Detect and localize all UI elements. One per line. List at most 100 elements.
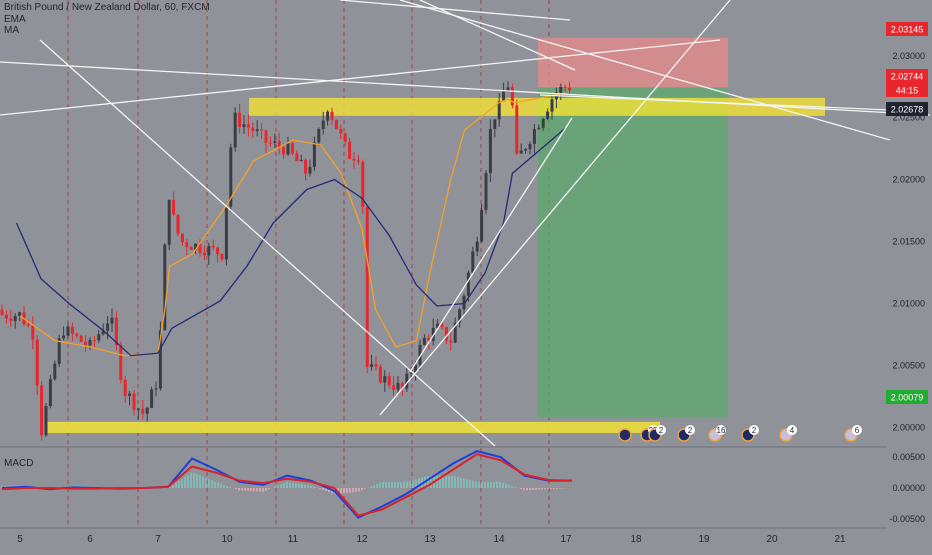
candle-bear[interactable] [444,327,448,341]
candle-bear[interactable] [79,335,83,342]
candle-bull[interactable] [519,150,523,154]
trend-line[interactable] [0,39,721,116]
candle-bear[interactable] [4,314,8,319]
candle-bear[interactable] [35,339,39,386]
trend-line[interactable] [539,94,891,111]
candle-bull[interactable] [62,335,66,339]
candle-bear[interactable] [141,408,145,414]
candle-bear[interactable] [348,141,352,159]
candle-bull[interactable] [273,141,277,143]
candle-bear[interactable] [264,130,268,143]
candle-bear[interactable] [427,337,431,341]
trend-line[interactable] [39,39,496,447]
candle-bull[interactable] [255,129,259,131]
candle-bear[interactable] [339,129,343,134]
candle-bull[interactable] [53,363,57,380]
candle-bear[interactable] [392,385,396,390]
trend-line[interactable] [399,0,891,141]
candle-bear[interactable] [75,333,79,336]
candle-bull[interactable] [405,373,409,389]
candle-bear[interactable] [277,141,281,148]
candle-bull[interactable] [224,206,228,260]
candle-bull[interactable] [110,317,114,324]
candle-bear[interactable] [440,323,444,328]
candle-bull[interactable] [233,112,237,148]
candle-bull[interactable] [550,99,554,112]
candle-bull[interactable] [488,128,492,174]
candle-bull[interactable] [497,101,501,120]
candle-bear[interactable] [282,147,286,155]
candle-bear[interactable] [246,124,250,128]
candle-bear[interactable] [198,243,202,253]
candle-bull[interactable] [154,388,158,390]
candle-bear[interactable] [356,160,360,162]
candle-bull[interactable] [312,142,316,167]
candle-bull[interactable] [167,199,171,245]
candle-bear[interactable] [216,247,220,255]
candle-bull[interactable] [136,408,140,410]
candle-bull[interactable] [106,323,110,331]
candle-bull[interactable] [484,173,488,210]
stop-loss-zone[interactable] [538,37,728,88]
candle-bull[interactable] [414,364,418,373]
trend-line[interactable] [419,0,576,71]
price-badge[interactable] [886,102,928,116]
candle-bull[interactable] [101,330,105,335]
candle-bull[interactable] [480,209,484,242]
candle-bear[interactable] [365,206,369,367]
candle-bull[interactable] [524,149,528,151]
candle-bull[interactable] [559,87,563,93]
candle-bear[interactable] [449,340,453,343]
candle-bull[interactable] [383,375,387,383]
candle-bear[interactable] [352,158,356,161]
candle-bull[interactable] [546,111,550,120]
candle-bull[interactable] [299,159,303,162]
candle-bull[interactable] [48,379,52,406]
price-badge[interactable] [886,22,928,36]
price-badge[interactable] [886,390,928,404]
candle-bull[interactable] [422,337,426,345]
candle-bull[interactable] [18,312,22,317]
candle-bull[interactable] [528,144,532,150]
candle-bear[interactable] [0,309,4,315]
candle-bull[interactable] [462,295,466,310]
candle-bear[interactable] [510,87,514,106]
candle-bull[interactable] [541,119,545,128]
candle-bear[interactable] [132,393,136,410]
candle-bear[interactable] [290,143,294,154]
candle-bull[interactable] [128,393,132,396]
candle-bull[interactable] [308,166,312,174]
candle-bear[interactable] [123,379,127,396]
candle-bull[interactable] [229,147,233,207]
candle-bull[interactable] [458,309,462,323]
candle-bear[interactable] [251,127,255,131]
candle-bull[interactable] [537,127,541,130]
candle-bear[interactable] [268,142,272,144]
candle-bear[interactable] [330,111,334,120]
candle-bull[interactable] [396,383,400,390]
support-zone[interactable] [47,421,660,433]
nz-flag-icon[interactable] [618,428,632,442]
candle-bear[interactable] [9,318,13,321]
candle-bull[interactable] [207,245,211,256]
trend-line[interactable] [0,61,931,116]
candle-bear[interactable] [220,254,224,260]
candle-bear[interactable] [172,199,176,215]
candle-bear[interactable] [515,105,519,154]
candle-bull[interactable] [466,272,470,296]
candle-bull[interactable] [66,326,70,336]
candle-bear[interactable] [568,87,572,91]
candle-bear[interactable] [31,325,35,340]
candle-bear[interactable] [238,112,242,128]
price-badge[interactable] [886,83,928,97]
take-profit-zone[interactable] [538,87,728,418]
trend-line[interactable] [379,0,731,416]
candle-bear[interactable] [374,364,378,367]
candle-bear[interactable] [211,245,215,248]
candle-bear[interactable] [70,326,74,334]
candle-bear[interactable] [40,385,44,436]
candle-bull[interactable] [370,364,374,367]
candle-bear[interactable] [334,119,338,130]
candle-bull[interactable] [506,87,510,92]
candle-bull[interactable] [532,129,536,145]
